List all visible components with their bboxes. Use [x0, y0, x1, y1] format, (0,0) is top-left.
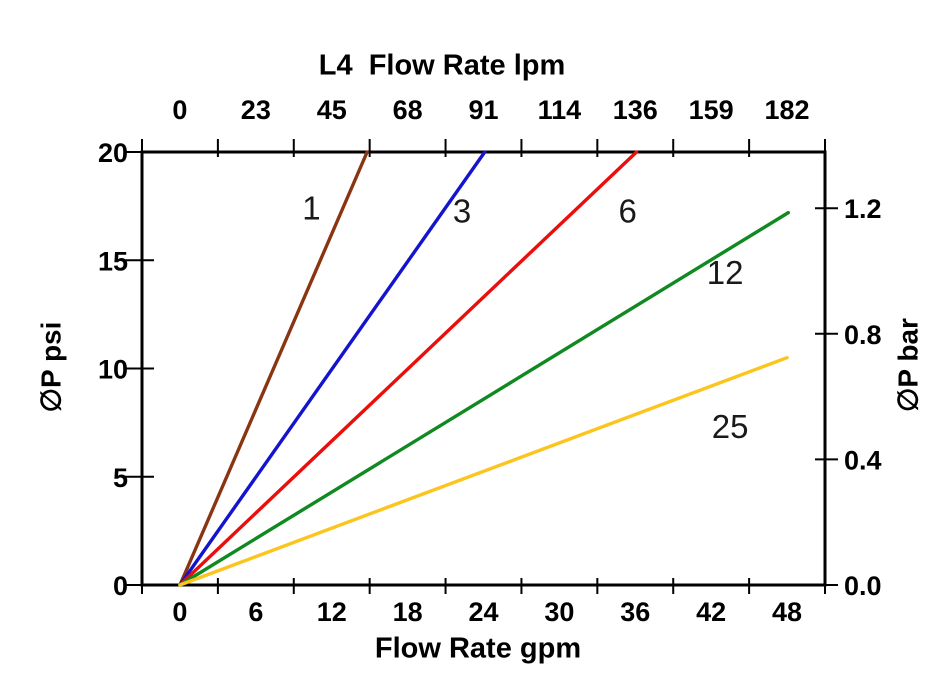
top-tick-label: 136	[613, 95, 658, 125]
series-line-3	[178, 150, 487, 587]
series-line-6	[178, 150, 639, 587]
y-tick-label: 15	[98, 246, 128, 276]
series-line-25	[178, 355, 789, 587]
x-tick-label: 0	[172, 597, 187, 627]
series-label-1: 1	[302, 189, 320, 226]
top-tick-label: 182	[765, 95, 810, 125]
x-tick-label: 18	[393, 597, 423, 627]
x-tick-label: 30	[544, 597, 574, 627]
top-tick-label: 91	[468, 95, 498, 125]
x-tick-label: 48	[772, 597, 802, 627]
y-tick-label: 5	[113, 463, 128, 493]
x-tick-label: 42	[696, 597, 726, 627]
x-axis-title-gpm: Flow Rate gpm	[374, 632, 582, 665]
x-tick-label: 6	[248, 597, 263, 627]
top-tick-label: 159	[689, 95, 734, 125]
series-label-12: 12	[707, 254, 744, 291]
x-tick-label: 24	[468, 597, 498, 627]
top-tick-label: 45	[317, 95, 347, 125]
bar-tick-label: 1.2	[844, 194, 882, 224]
bar-tick-label: 0.4	[844, 445, 882, 475]
y-tick-label: 20	[98, 138, 128, 168]
chart-title: L4 Flow Rate lpm	[318, 49, 566, 82]
bar-tick-label: 0.8	[844, 320, 882, 350]
series-line-1	[178, 150, 369, 587]
x-tick-label: 12	[317, 597, 347, 627]
series-label-3: 3	[453, 193, 471, 230]
y-tick-label: 10	[98, 355, 128, 385]
top-tick-label: 68	[393, 95, 423, 125]
series-label-6: 6	[619, 193, 637, 230]
series-line-12	[178, 210, 791, 587]
x-tick-label: 36	[620, 597, 650, 627]
y-tick-label: 0	[113, 571, 128, 601]
series-label-25: 25	[712, 408, 749, 445]
top-tick-label: 23	[241, 95, 271, 125]
top-tick-label: 114	[538, 95, 582, 125]
bar-tick-label: 0.0	[844, 571, 882, 601]
top-tick-label: 0	[172, 95, 187, 125]
plot-border	[140, 150, 827, 587]
